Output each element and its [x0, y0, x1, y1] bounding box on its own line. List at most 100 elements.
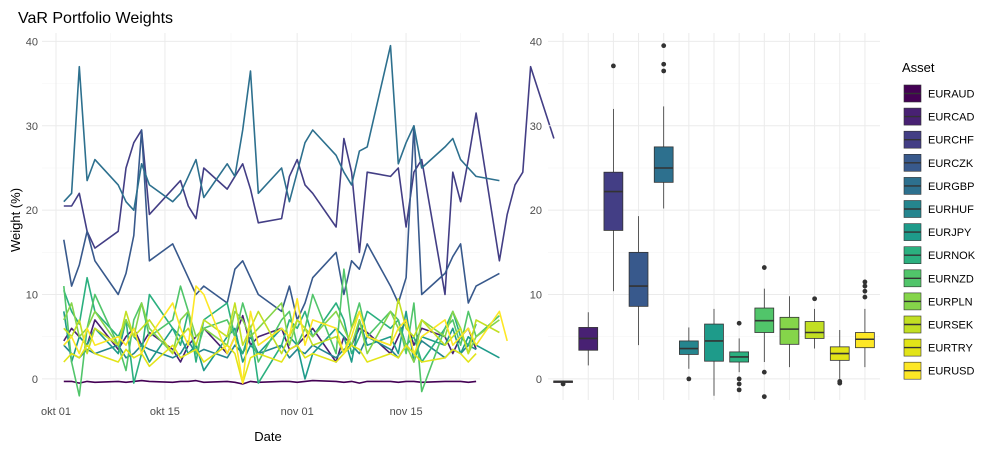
box-eurhuf	[679, 327, 699, 382]
legend-item-eurczk: EURCZK	[903, 154, 974, 172]
y-tick-label: 20	[530, 205, 542, 217]
legend-label: EURJPY	[928, 227, 972, 239]
outlier-point	[761, 394, 767, 400]
box-body	[704, 323, 724, 362]
series-line-eurgbp	[63, 44, 500, 211]
box-body	[855, 332, 875, 349]
box-eurczk	[628, 216, 649, 346]
legend-label: EURAUD	[928, 89, 975, 101]
y-tick-label: 10	[26, 290, 38, 302]
box-body	[804, 321, 825, 339]
legend-item-eurnok: EURNOK	[903, 246, 976, 264]
series-line-eurusd	[63, 285, 508, 384]
outlier-point	[610, 63, 616, 69]
legend-item-eurgbp: EURGBP	[903, 177, 974, 195]
x-tick-label: nov 01	[281, 406, 314, 418]
legend-label: EURSEK	[928, 320, 974, 332]
x-tick-label: okt 15	[150, 406, 180, 418]
outlier-point	[837, 380, 843, 386]
legend-item-eursek: EURSEK	[903, 315, 974, 334]
outlier-point	[661, 68, 667, 74]
y-tick-label: 10	[530, 290, 542, 302]
box-eurcad	[578, 312, 599, 366]
box-eurusd	[855, 279, 875, 368]
outlier-point	[812, 296, 818, 302]
outlier-point	[736, 381, 742, 387]
legend-item-eurnzd: EURNZD	[903, 269, 974, 288]
box-eursek	[804, 296, 825, 349]
legend-label: EURCZK	[928, 158, 974, 170]
legend-item-eurjpy: EURJPY	[903, 223, 972, 241]
legend-label: EURPLN	[928, 296, 973, 308]
legend-label: EURNZD	[928, 273, 974, 285]
y-tick-label: 40	[530, 36, 542, 48]
box-eurnzd	[754, 265, 775, 400]
line-chart-panel: 0 10 20 30 40 okt 01 okt 15 nov 01 nov 15	[26, 33, 555, 418]
legend-title: Asset	[902, 60, 935, 75]
boxplot-boxes	[553, 43, 875, 400]
legend-label: EURUSD	[928, 366, 975, 378]
x-axis-title: Date	[254, 429, 281, 444]
boxplot-panel: 0 10 20 30 40	[530, 33, 880, 400]
line-chart-x-ticks: okt 01 okt 15 nov 01 nov 15	[41, 406, 423, 418]
legend-item-eurusd: EURUSD	[903, 361, 975, 380]
outlier-point	[862, 279, 868, 285]
outlier-point	[862, 288, 868, 294]
outlier-point	[862, 294, 868, 300]
outlier-point	[761, 369, 767, 375]
box-body	[603, 171, 624, 231]
x-tick-label: okt 01	[41, 406, 71, 418]
y-tick-label: 30	[26, 121, 38, 133]
x-tick-label: nov 15	[390, 406, 423, 418]
outlier-point	[661, 61, 667, 67]
y-tick-label: 20	[26, 205, 38, 217]
line-chart-series	[63, 44, 555, 397]
box-eurgbp	[653, 43, 674, 209]
legend-label: EURHUF	[928, 204, 974, 216]
series-line-euraud	[63, 379, 477, 385]
series-line-eursek	[63, 297, 500, 355]
line-chart-y-ticks: 0 10 20 30 40	[26, 36, 38, 385]
series-line-eurczk	[63, 125, 500, 321]
y-axis-title: Weight (%)	[8, 188, 23, 252]
box-euraud	[553, 380, 573, 387]
outlier-point	[661, 43, 667, 49]
y-tick-label: 40	[26, 36, 38, 48]
legend-label: EURNOK	[928, 250, 976, 262]
legend-label: EURTRY	[928, 343, 973, 355]
legend-label: EURCAD	[928, 112, 975, 124]
outlier-point	[736, 387, 742, 393]
legend-item-eurpln: EURPLN	[903, 292, 973, 311]
legend-item-euraud: EURAUD	[903, 84, 975, 103]
series-line-eurnok	[63, 276, 477, 384]
box-body	[653, 146, 674, 183]
outlier-point	[686, 376, 692, 382]
legend-item-eurchf: EURCHF	[903, 130, 974, 149]
series-line-eurtry	[63, 344, 477, 384]
legend-item-eurhuf: EURHUF	[903, 200, 974, 218]
outlier-point	[560, 381, 566, 387]
outlier-point	[761, 265, 767, 270]
boxplot-y-ticks: 0 10 20 30 40	[530, 36, 542, 385]
outlier-point	[736, 376, 742, 382]
box-eurpln	[779, 296, 800, 368]
box-body	[779, 316, 800, 345]
box-body	[628, 251, 649, 307]
chart-title: VaR Portfolio Weights	[18, 10, 173, 27]
legend-item-eurtry: EURTRY	[903, 338, 973, 357]
outlier-point	[736, 320, 742, 326]
box-eurjpy	[704, 308, 724, 396]
outlier-point	[862, 283, 868, 289]
box-eurnok	[729, 320, 749, 393]
y-tick-label: 30	[530, 121, 542, 133]
box-eurtry	[829, 329, 850, 386]
y-tick-label: 0	[536, 374, 542, 386]
legend-items: EURAUD EURCAD EURCHF EURCZK EURGBP EURHUF EURJ…	[903, 84, 976, 380]
legend-label: EURCHF	[928, 135, 974, 147]
legend: Asset EURAUD EURCAD EURCHF EURCZK EURGBP EURH…	[902, 60, 976, 380]
legend-label: EURGBP	[928, 181, 974, 193]
box-eurchf	[603, 63, 624, 292]
y-tick-label: 0	[32, 374, 38, 386]
box-body	[679, 340, 699, 355]
